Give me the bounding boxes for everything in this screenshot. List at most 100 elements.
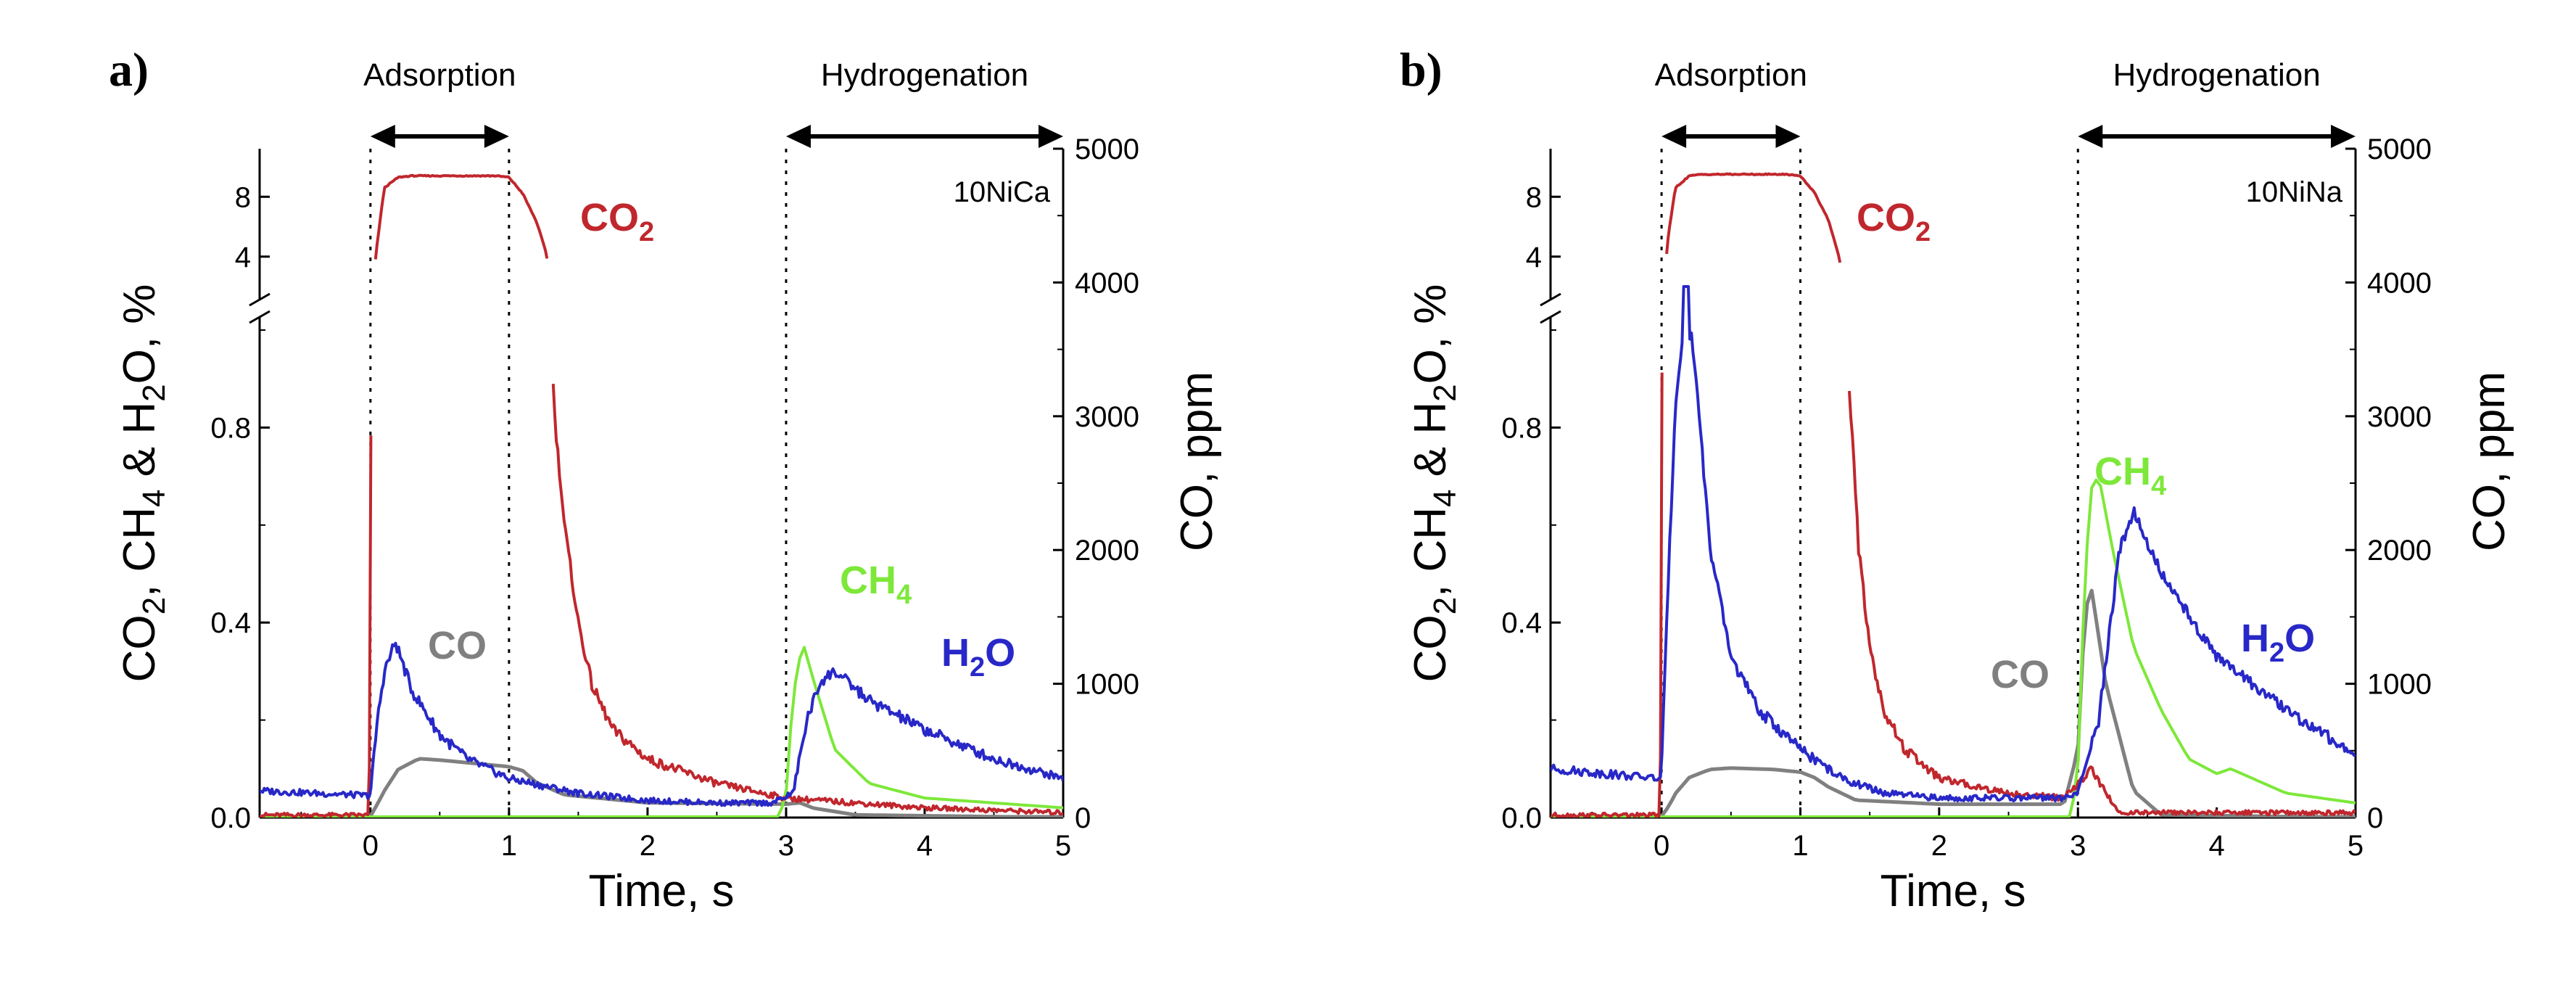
label-part: O xyxy=(985,631,1015,675)
x-tick-label: 2 xyxy=(1931,830,1947,862)
x-axis-label: Time, s xyxy=(589,866,735,916)
y-tick-label: 0.4 xyxy=(210,607,251,639)
y-tick-label-upper: 8 xyxy=(1526,181,1542,213)
axis-break-mark xyxy=(1540,292,1561,307)
series-label-h2o: H2O xyxy=(2241,617,2315,668)
x-tick-label: 0 xyxy=(363,830,379,862)
x-tick-label: 3 xyxy=(778,830,794,862)
subscript: 2 xyxy=(639,217,654,247)
series-label-co2: CO2 xyxy=(580,196,654,247)
axis-break-mark xyxy=(1540,310,1561,324)
phase-label: Hydrogenation xyxy=(2113,57,2321,93)
series-line-h2o xyxy=(1551,285,2356,803)
axis-break-mark xyxy=(249,292,271,307)
series-label-co: CO xyxy=(428,624,487,667)
y-right-tick-label: 1000 xyxy=(1075,669,1139,701)
y-tick-label: 0.8 xyxy=(1501,412,1542,444)
subscript: 4 xyxy=(2151,471,2166,501)
series-line-ch4 xyxy=(1551,478,2356,818)
y-axis-label-left: CO2, CH4 & H2O, % xyxy=(115,284,172,683)
label-part: , CH xyxy=(1405,507,1456,597)
series-label-ch4: CH4 xyxy=(840,559,912,610)
arrowhead-left xyxy=(2078,125,2103,148)
label-part: CH xyxy=(2094,450,2151,493)
y-right-tick-label: 4000 xyxy=(2367,267,2432,299)
x-axis-label: Time, s xyxy=(1881,866,2026,916)
x-tick-label: 4 xyxy=(2208,830,2224,862)
y-tick-label: 0.0 xyxy=(1501,802,1542,834)
label-part: CO xyxy=(428,624,487,667)
y-tick-label-upper: 4 xyxy=(235,242,251,273)
sample-label: 10NiCa xyxy=(954,176,1051,208)
subscript: 4 xyxy=(896,580,912,610)
series-label-co2: CO2 xyxy=(1857,196,1931,247)
y-tick-label: 0.8 xyxy=(210,412,251,444)
arrowhead-right xyxy=(2331,125,2356,148)
label-part: O, % xyxy=(115,284,165,384)
x-tick-label: 5 xyxy=(2348,830,2364,862)
y-right-tick-label: 4000 xyxy=(1075,267,1139,299)
label-part: H xyxy=(2241,617,2269,660)
x-tick-label: 1 xyxy=(1792,830,1808,862)
phase-label: Adsorption xyxy=(363,57,516,93)
arrowhead-right xyxy=(1775,125,1801,148)
subscript: 2 xyxy=(136,384,172,401)
subscript: 2 xyxy=(136,597,172,614)
panel-label: a) xyxy=(109,44,149,96)
x-tick-label: 2 xyxy=(640,830,656,862)
y-right-tick-label: 3000 xyxy=(1075,401,1139,433)
y-right-tick-label: 2000 xyxy=(2367,535,2432,567)
series-line-h2o xyxy=(260,641,1063,807)
subscript: 4 xyxy=(1427,489,1463,506)
series-label-co: CO xyxy=(1991,653,2049,696)
label-part: CO xyxy=(1857,196,1915,239)
x-tick-label: 4 xyxy=(917,830,933,862)
y-tick-label-upper: 8 xyxy=(235,181,251,213)
arrowhead-left xyxy=(785,125,811,148)
label-part: CO xyxy=(1991,653,2049,696)
panel-a: 0 1 2 3 4 5 Time, s 0.0 0.4 0.8 4 8 0 1000 2000 3000 400… xyxy=(109,44,1222,916)
y-right-tick-label: 5000 xyxy=(2367,133,2432,165)
sample-label: 10NiNa xyxy=(2246,176,2343,208)
y-right-tick-label: 2000 xyxy=(1075,535,1139,567)
y-right-tick-label: 0 xyxy=(2367,802,2383,834)
y-axis-label-right: CO, ppm xyxy=(2464,371,2514,551)
label-part: & H xyxy=(1405,402,1456,490)
label-part: , CH xyxy=(115,507,165,597)
subscript: 2 xyxy=(2269,638,2284,668)
y-axis-label-right: CO, ppm xyxy=(1172,371,1222,551)
subscript: 2 xyxy=(970,652,985,683)
axis-break-mark xyxy=(249,310,271,324)
arrowhead-right xyxy=(1039,125,1063,148)
arrowhead-left xyxy=(1661,125,1687,148)
arrowhead-left xyxy=(370,125,395,148)
series-line-co2 xyxy=(260,173,1063,818)
y-tick-label: 0.0 xyxy=(210,802,251,834)
y-right-tick-label: 1000 xyxy=(2367,669,2432,701)
series-line-co2 xyxy=(1551,172,2356,818)
series-label-h2o: H2O xyxy=(941,631,1015,683)
y-right-tick-label: 3000 xyxy=(2367,401,2432,433)
label-part: H xyxy=(941,631,970,675)
label-part: CO xyxy=(115,614,165,682)
arrowhead-right xyxy=(484,125,509,148)
phase-label: Hydrogenation xyxy=(821,57,1028,93)
y-tick-label-upper: 4 xyxy=(1526,242,1542,273)
y-axis-label-left: CO2, CH4 & H2O, % xyxy=(1405,284,1463,683)
x-tick-label: 0 xyxy=(1654,830,1669,862)
label-part: O xyxy=(2284,617,2315,660)
subscript: 4 xyxy=(136,489,172,506)
subscript: 2 xyxy=(1915,217,1931,247)
x-tick-label: 5 xyxy=(1055,830,1071,862)
y-right-tick-label: 5000 xyxy=(1075,133,1139,165)
subscript: 2 xyxy=(1427,384,1463,401)
label-part: CO xyxy=(580,196,639,239)
x-tick-label: 3 xyxy=(2070,830,2086,862)
panel-label: b) xyxy=(1400,44,1442,96)
y-tick-label: 0.4 xyxy=(1501,607,1542,639)
label-part: CO xyxy=(1405,614,1456,682)
y-right-tick-label: 0 xyxy=(1075,802,1091,834)
label-part: O, % xyxy=(1405,284,1456,384)
